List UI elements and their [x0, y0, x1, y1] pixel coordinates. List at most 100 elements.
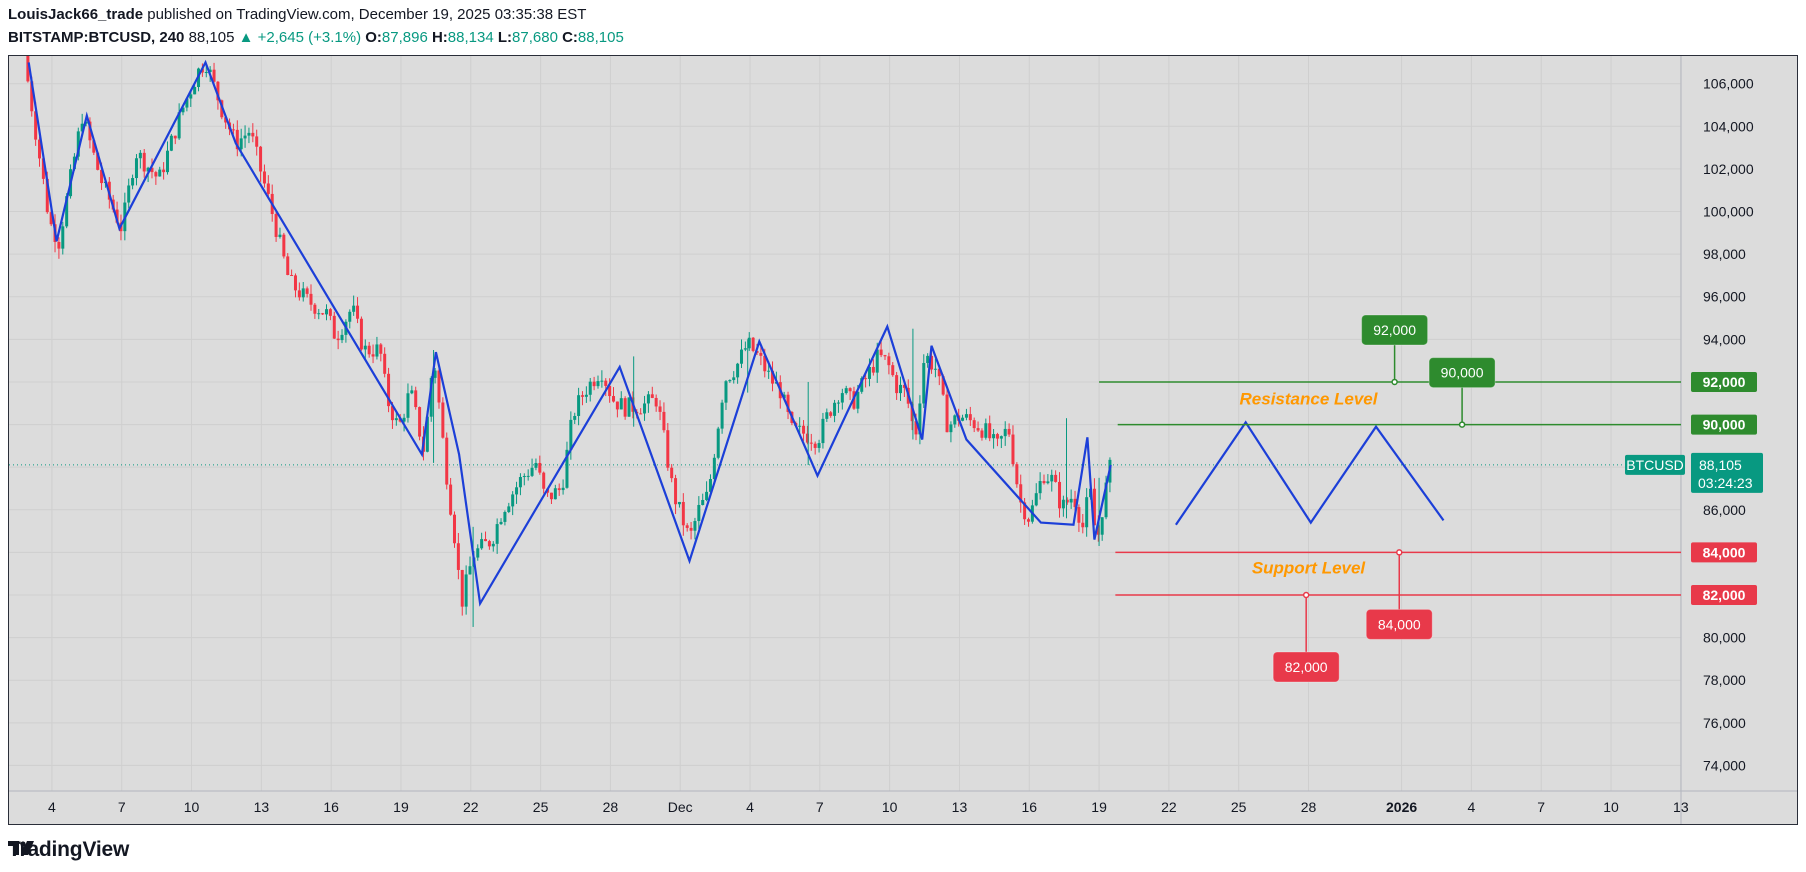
- candle-body: [910, 403, 914, 422]
- candle-body: [476, 548, 480, 558]
- price-tick-label: 86,000: [1703, 502, 1746, 518]
- time-tick-label: 13: [1673, 799, 1689, 815]
- candle-body: [1019, 484, 1023, 503]
- candle-body: [309, 293, 313, 305]
- candle-body: [902, 384, 906, 388]
- candle-body: [26, 56, 30, 82]
- candle-body: [743, 348, 747, 350]
- candle-body: [468, 566, 472, 575]
- candle-body: [255, 136, 259, 147]
- chart-pane[interactable]: 106,000 104,000 102,000 100,000 98,000 96,000…: [8, 55, 1798, 825]
- last-price: 88,105: [188, 29, 235, 46]
- candle-body: [918, 403, 922, 435]
- candle-body: [1015, 464, 1019, 485]
- candle-body: [588, 381, 592, 395]
- candle-body: [1092, 488, 1096, 526]
- time-tick-label: 10: [1603, 799, 1619, 815]
- time-tick-label: 4: [746, 799, 754, 815]
- time-tick-label: 25: [533, 799, 549, 815]
- candle-body: [1077, 507, 1081, 523]
- author-name[interactable]: LouisJack66_trade: [8, 6, 144, 23]
- candle-body: [49, 212, 53, 225]
- candle-body: [561, 487, 565, 491]
- candle-body: [173, 135, 177, 139]
- level-callout-text: 84,000: [1378, 616, 1421, 632]
- candle-body: [887, 356, 891, 366]
- close-value: 88,105: [577, 29, 624, 46]
- candle-body: [278, 234, 282, 237]
- candle-body: [487, 541, 491, 547]
- close-label: C:: [562, 29, 578, 46]
- candle-body: [980, 430, 984, 438]
- candle-body: [134, 158, 138, 179]
- candle-body: [499, 521, 503, 525]
- candle-body: [786, 394, 790, 412]
- support_upper-axis-label: 84,000: [1703, 544, 1746, 560]
- candle-body: [724, 381, 728, 403]
- candle-body: [96, 152, 100, 170]
- candle-body: [705, 491, 709, 500]
- candle-body: [922, 363, 926, 404]
- candle-body: [154, 172, 158, 177]
- candle-body: [937, 368, 941, 377]
- candle-body: [177, 112, 181, 139]
- candle-body: [313, 304, 317, 314]
- candle-body: [1069, 498, 1073, 503]
- candle-body: [352, 305, 356, 312]
- candle-body: [150, 167, 154, 173]
- candle-body: [612, 396, 616, 402]
- candle-body: [972, 420, 976, 429]
- candle-body: [235, 129, 239, 150]
- candle-body: [507, 506, 511, 512]
- candle-body: [995, 434, 999, 439]
- candle-body: [836, 402, 840, 404]
- resistance_upper-axis-label: 92,000: [1703, 374, 1746, 390]
- candle-body: [623, 398, 627, 417]
- candle-body: [829, 412, 833, 416]
- candle-body: [798, 425, 802, 427]
- price-tick-label: 106,000: [1703, 76, 1754, 92]
- candle-body: [712, 457, 716, 480]
- candle-body: [685, 525, 689, 528]
- open-label: O:: [365, 29, 382, 46]
- candle-body: [189, 94, 193, 99]
- candle-body: [805, 433, 809, 443]
- chart-canvas[interactable]: 106,000 104,000 102,000 100,000 98,000 96,000…: [9, 56, 1797, 824]
- candle-body: [677, 501, 681, 505]
- low-value: 87,680: [512, 29, 558, 46]
- candle-body: [1073, 498, 1077, 508]
- candle-body: [747, 337, 751, 349]
- candle-body: [301, 288, 305, 298]
- candle-body: [340, 334, 344, 341]
- candle-body: [914, 421, 918, 435]
- candle-body: [569, 419, 573, 450]
- candle-body: [608, 385, 612, 397]
- candle-body: [363, 345, 367, 350]
- candle-body: [720, 402, 724, 429]
- tradingview-brand[interactable]: TradingView: [8, 838, 130, 861]
- candle-body: [1011, 434, 1015, 465]
- candle-body: [452, 514, 456, 544]
- candle-body: [243, 135, 247, 139]
- candle-body: [359, 318, 363, 350]
- candle-body: [491, 543, 495, 547]
- candle-body: [38, 139, 42, 159]
- level-callout-box: [1272, 651, 1340, 683]
- candle-body: [383, 353, 387, 374]
- resistance_lower-axis-label: 90,000: [1703, 417, 1746, 433]
- candle-body: [402, 417, 406, 422]
- time-tick-label: 10: [184, 799, 200, 815]
- candle-body: [165, 150, 169, 173]
- candle-body: [185, 98, 189, 108]
- support_upper-axis-tag: [1691, 542, 1757, 563]
- time-tick-label: Dec: [668, 799, 693, 815]
- level-callout-box: [1361, 314, 1429, 346]
- candle-body: [553, 488, 557, 500]
- candle-body: [305, 288, 309, 294]
- candle-body: [968, 414, 972, 421]
- level-callout-box: [1365, 608, 1433, 640]
- candle-body: [414, 390, 418, 408]
- candle-body: [224, 117, 228, 123]
- candle-body: [736, 363, 740, 378]
- candle-body: [650, 394, 654, 398]
